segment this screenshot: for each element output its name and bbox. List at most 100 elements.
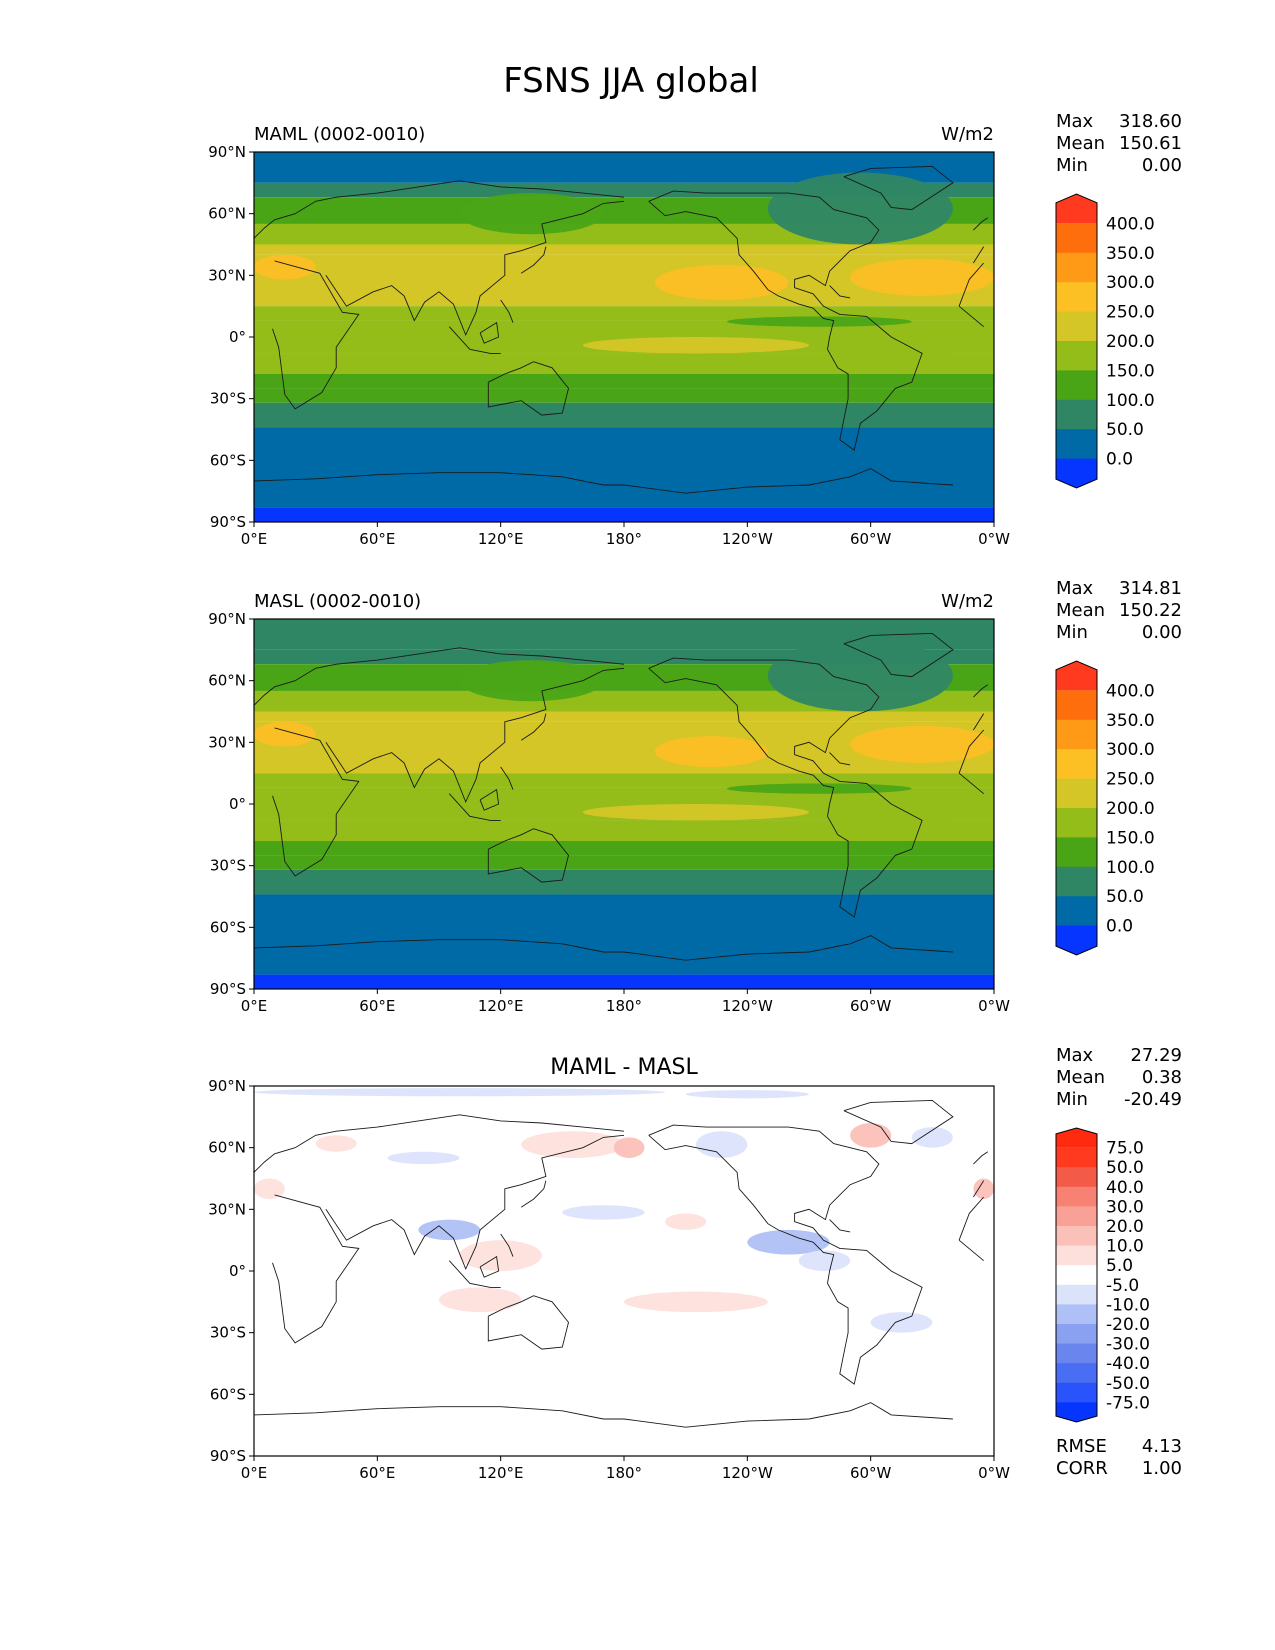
field-patch [973, 1178, 994, 1200]
field-patch [695, 1131, 748, 1158]
coastline [325, 1134, 625, 1271]
panel-units: W/m2 [941, 591, 994, 612]
field-patch [613, 1137, 645, 1158]
stat-value: 0.00 [1142, 155, 1182, 176]
colorbar-label: 40.0 [1106, 1178, 1144, 1198]
colorbar-segment [1056, 429, 1097, 460]
x-tick-label: 120°E [478, 997, 524, 1015]
coastline [479, 788, 500, 811]
y-tick-label: 30°N [208, 1200, 246, 1218]
field-patch [315, 1135, 357, 1152]
y-tick-label: 30°N [208, 266, 246, 284]
stat-label: Max [1056, 578, 1094, 599]
stat-label: Min [1056, 155, 1088, 176]
colorbar-segment [1056, 896, 1097, 927]
map-panel-2: 0°E 60°E 120°E 180° 120°W 60°W 0°W 90°N 60°N 30°N… [208, 578, 1182, 1015]
coastline [254, 935, 953, 961]
panels-layer: 0°E 60°E 120°E 180° 120°W 60°W 0°W 90°N 60°N 30°N… [208, 111, 1182, 1482]
colorbar-segment [1056, 252, 1097, 283]
colorbar-segment [1056, 194, 1097, 224]
colorbar-segment [1056, 1324, 1097, 1345]
colorbar-segment [1056, 719, 1097, 750]
field-patch [624, 1291, 768, 1313]
x-tick-label: 0°E [241, 997, 268, 1015]
field-patch [798, 1250, 851, 1271]
stat-value: 0.00 [1142, 622, 1182, 643]
colorbar-label: 150.0 [1106, 361, 1155, 381]
field-patch [665, 1213, 707, 1230]
y-tick-label: 60°S [210, 918, 246, 936]
field-patch [459, 193, 604, 235]
colorbar-label: 350.0 [1106, 711, 1155, 731]
colorbar: 0.0 50.0 100.0 150.0 200.0 250.0 300.0 350.0 400… [1055, 660, 1155, 956]
colorbar-label: 20.0 [1106, 1217, 1144, 1237]
field-patch [254, 721, 316, 747]
colorbar-label: 100.0 [1106, 391, 1155, 411]
zonal-band [254, 841, 994, 856]
x-tick-label: 0°W [978, 1464, 1010, 1482]
colorbar-label: 50.0 [1106, 420, 1144, 440]
colorbar-segment [1056, 808, 1097, 838]
stat-label: Min [1056, 1089, 1088, 1110]
field-layer [254, 152, 994, 522]
zonal-band [254, 402, 994, 428]
y-tick-label: 90°N [208, 143, 246, 161]
zonal-band [254, 427, 994, 508]
field-patch [582, 804, 809, 821]
colorbar-label: -50.0 [1106, 1374, 1150, 1394]
field-patch [387, 1151, 460, 1165]
field-patch [254, 1178, 285, 1200]
colorbar-label: 400.0 [1106, 214, 1155, 234]
stat-label: Mean [1056, 1067, 1105, 1088]
field-patch [767, 639, 953, 712]
stat-value: 314.81 [1119, 578, 1182, 599]
x-tick-label: 120°E [478, 1464, 524, 1482]
x-tick-label: 0°W [978, 530, 1010, 548]
field-patch [418, 1219, 481, 1241]
colorbar-segment [1056, 1206, 1097, 1227]
coastline [487, 361, 569, 416]
y-tick-label: 90°N [208, 1077, 246, 1095]
field-patch [850, 725, 994, 763]
x-tick-label: 0°E [241, 1464, 268, 1482]
colorbar-label: 10.0 [1106, 1237, 1144, 1257]
colorbar-label: -30.0 [1106, 1335, 1150, 1355]
x-tick-label: 60°E [359, 1464, 395, 1482]
colorbar-segment [1056, 690, 1097, 721]
field-patch [459, 1240, 542, 1272]
colorbar-label: 30.0 [1106, 1197, 1144, 1217]
x-tick-label: 120°W [722, 530, 773, 548]
x-tick-label: 180° [606, 1464, 642, 1482]
coastline [254, 180, 985, 264]
coastline [520, 713, 547, 741]
stat-label: Max [1056, 1045, 1094, 1066]
coastline [487, 1295, 569, 1350]
colorbar-label: -10.0 [1106, 1295, 1150, 1315]
colorbar-label: 75.0 [1106, 1139, 1144, 1159]
colorbar-segment [1056, 1304, 1097, 1325]
colorbar-segment [1056, 778, 1097, 809]
stat-label: Mean [1056, 600, 1105, 621]
field-patch [850, 1123, 892, 1148]
y-tick-label: 30°S [210, 390, 246, 408]
colorbar-label: 350.0 [1106, 244, 1155, 264]
y-tick-label: 60°N [208, 672, 246, 690]
colorbar-label: 100.0 [1106, 858, 1155, 878]
colorbar-outline [1055, 193, 1098, 489]
field-patch [747, 1229, 830, 1255]
colorbar-segment [1056, 223, 1097, 254]
coastline [479, 1255, 500, 1278]
stat-value: 27.29 [1130, 1045, 1182, 1066]
zonal-band [254, 507, 994, 522]
x-tick-label: 60°E [359, 530, 395, 548]
figure-title: FSNS JJA global [503, 61, 759, 101]
coastline [500, 1233, 514, 1257]
coastline [843, 632, 954, 678]
colorbar-segment [1056, 866, 1097, 897]
coastline [487, 828, 569, 883]
colorbar-segment [1056, 1363, 1097, 1384]
colorbar-segment [1056, 341, 1097, 371]
field-patch [654, 265, 789, 300]
coastline [448, 326, 501, 354]
field-patch [521, 1131, 624, 1158]
